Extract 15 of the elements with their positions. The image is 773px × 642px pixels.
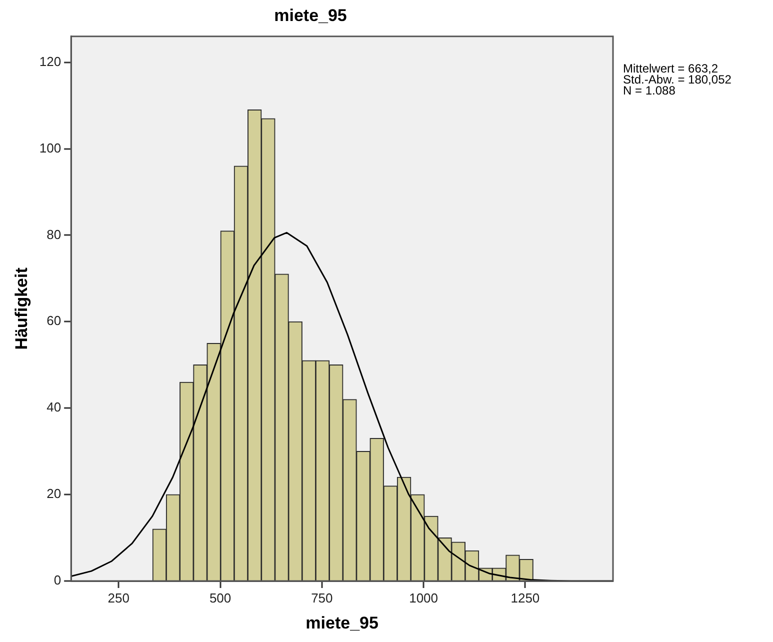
- y-tick-label: 80: [46, 226, 62, 242]
- x-tick-label: 750: [311, 590, 333, 606]
- x-tick-label: 500: [209, 590, 232, 606]
- y-tick-label: 120: [39, 54, 62, 69]
- y-tick-label: 0: [54, 572, 62, 588]
- y-tick-label: 40: [46, 400, 62, 415]
- x-tick-label: 250: [108, 590, 130, 606]
- x-axis-title: miete_95: [306, 613, 378, 632]
- x-tick-label: 1250: [510, 590, 540, 606]
- x-tick-label: 1000: [409, 590, 438, 606]
- y-tick-label: 100: [39, 140, 62, 156]
- chart-title: miete_95: [274, 6, 347, 25]
- y-tick-label: 20: [46, 486, 62, 502]
- y-tick-label: 60: [46, 313, 62, 328]
- y-axis-title: Häufigkeit: [12, 267, 31, 350]
